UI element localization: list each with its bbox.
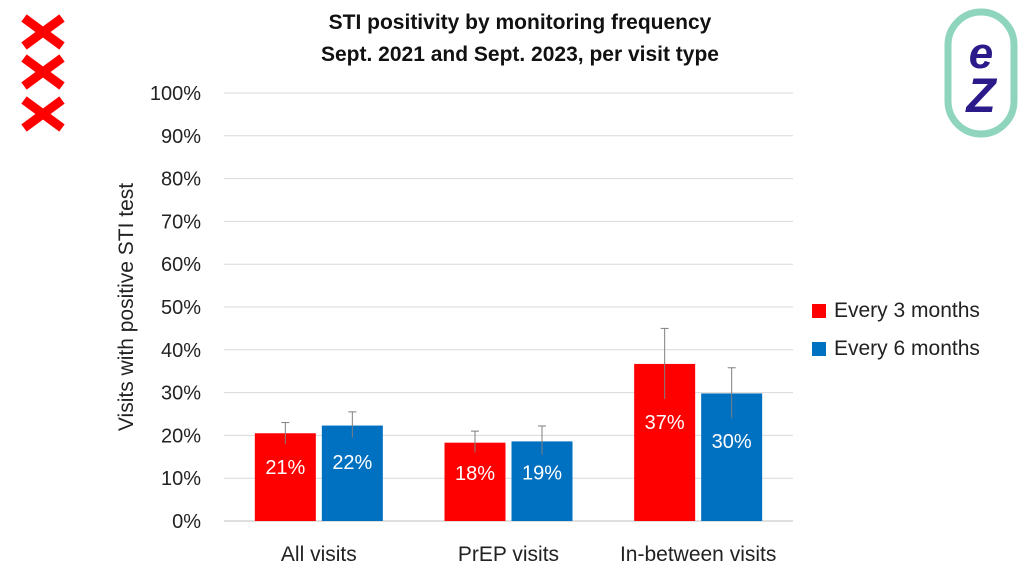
y-tick-label: 0%: [172, 511, 201, 533]
y-tick-labels: 0% 10% 20% 30% 40% 50% 60% 70% 80% 90% 100%: [150, 83, 201, 533]
data-label: 19%: [522, 462, 562, 484]
bar: [254, 433, 316, 521]
ez-logo-icon: e Z: [944, 8, 1018, 143]
data-label: 30%: [712, 431, 752, 453]
y-tick-label: 80%: [161, 169, 201, 191]
data-label: 21%: [265, 457, 305, 479]
data-label: 37%: [645, 412, 685, 434]
y-tick-label: 40%: [161, 340, 201, 362]
legend-label-series1: Every 3 months: [834, 299, 980, 322]
chart-title: STI positivity by monitoring frequency: [328, 11, 712, 34]
bars: [254, 363, 763, 521]
y-tick-label: 100%: [150, 83, 201, 105]
svg-text:e: e: [969, 29, 993, 78]
y-tick-label: 10%: [161, 468, 201, 490]
chart-subtitle: Sept. 2021 and Sept. 2023, per visit typ…: [320, 43, 719, 66]
svg-text:Z: Z: [964, 70, 997, 123]
y-axis-label: Visits with positive STI test: [115, 183, 138, 431]
amsterdam-xxx-logo-icon: [18, 12, 68, 141]
x-category-labels: All visits PrEP visits In-between visits: [281, 543, 776, 566]
y-tick-label: 30%: [161, 383, 201, 405]
y-tick-label: 70%: [161, 211, 201, 233]
gridlines: [224, 92, 793, 522]
y-tick-label: 90%: [161, 126, 201, 148]
x-category-label: All visits: [281, 543, 357, 566]
legend-item-series2: Every 6 months: [812, 330, 980, 368]
data-label: 18%: [455, 463, 495, 485]
data-label: 22%: [332, 452, 372, 474]
legend-item-series1: Every 3 months: [812, 292, 980, 330]
error-bars: [281, 327, 736, 455]
y-tick-label: 60%: [161, 254, 201, 276]
legend-swatch-series2: [812, 342, 826, 356]
y-tick-label: 20%: [161, 425, 201, 447]
legend-label-series2: Every 6 months: [834, 337, 980, 360]
x-category-label: In-between visits: [620, 543, 776, 566]
x-category-label: PrEP visits: [458, 543, 559, 566]
data-labels: 21% 22% 18% 19% 37% 30%: [265, 412, 752, 485]
legend: Every 3 months Every 6 months: [812, 292, 980, 368]
y-tick-label: 50%: [161, 297, 201, 319]
legend-swatch-series1: [812, 304, 826, 318]
bar: [321, 425, 383, 521]
bar: [444, 442, 506, 521]
